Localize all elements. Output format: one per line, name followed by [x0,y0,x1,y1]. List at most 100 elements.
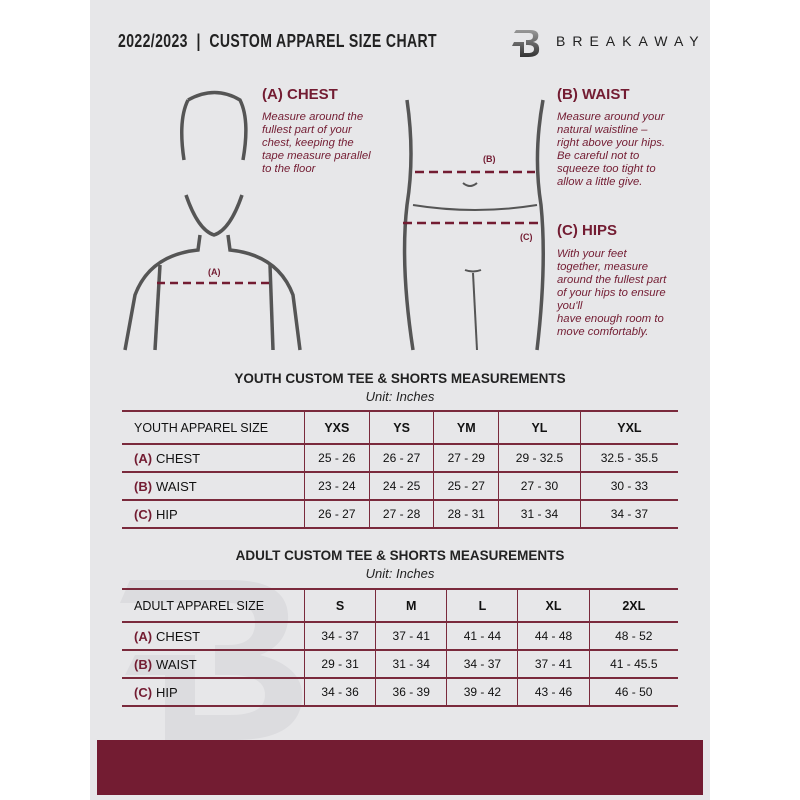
measurement-value: 41 - 44 [446,621,518,651]
measurement-value: 34 - 36 [303,677,376,707]
measurement-value: 30 - 33 [579,471,678,501]
measurement-value: 48 - 52 [588,621,678,651]
measurement-value: 31 - 34 [498,499,581,529]
table-header-row: YOUTH APPAREL SIZE YXS YS YM YL YXL [122,410,678,445]
measurement-value: 27 - 28 [368,499,434,529]
size-column-header: YXS [304,410,370,445]
measurement-name: CHEST [156,628,201,644]
description-line: chest, keeping the [262,137,354,149]
description-line: Be careful not to [557,150,640,162]
measurement-label-cell: (B) WAIST [122,649,305,679]
chest-heading: (A) CHEST [262,86,338,103]
measurement-label-cell: (A) CHEST [122,443,305,473]
size-column-header: YM [433,410,499,445]
youth-unit: Unit: Inches [365,389,435,404]
measurement-name: HIP [156,684,178,700]
size-column-header: YL [498,410,581,445]
size-column-header: YXL [579,410,678,445]
table-row: (C) HIP 26 - 27 27 - 28 28 - 31 31 - 34 34 - 3… [122,499,678,529]
lower-body-figure [402,99,545,351]
measurement-value: 28 - 31 [433,499,499,529]
size-column-header: YS [368,410,434,445]
adult-unit: Unit: Inches [365,566,435,581]
description-line: natural waistline – [557,124,648,136]
measurement-label-cell: (C) HIP [122,499,305,529]
measurement-value: 24 - 25 [368,471,434,501]
size-column-header: S [303,588,376,623]
adult-section-title: ADULT CUSTOM TEE & SHORTS MEASUREMENTS [235,548,565,563]
description-line: you'll [557,300,583,312]
measurement-code: (A) [134,450,153,466]
measurement-value: 26 - 27 [368,443,434,473]
footer-band [97,740,703,795]
measurement-value: 39 - 42 [446,677,518,707]
description-line: move comfortably. [557,326,649,338]
measurement-label-cell: (A) CHEST [122,621,305,651]
youth-size-table: YOUTH APPAREL SIZE YXS YS YM YL YXL (A) CHEST 25… [122,410,678,529]
measurement-value: 41 - 45.5 [588,649,678,679]
description-line: around the fullest part [557,274,667,286]
description-line: tape measure parallel [262,150,371,162]
table-row: (C) HIP 34 - 36 36 - 39 39 - 42 43 - 46 46 - 5… [122,677,678,707]
measurement-value: 44 - 48 [517,621,590,651]
page-title: 2022/2023 | CUSTOM APPAREL SIZE CHART [118,31,438,51]
table-row: (A) CHEST 25 - 26 26 - 27 27 - 29 29 - 32.5 32… [122,443,678,473]
chest-marker-label: (A) [208,267,221,277]
table-row: (B) WAIST 23 - 24 24 - 25 25 - 27 27 - 30 30 -… [122,471,678,501]
table-row: (A) CHEST 34 - 37 37 - 41 41 - 44 44 - 48 48 -… [122,621,678,651]
measurement-value: 34 - 37 [446,649,518,679]
measurement-value: 36 - 39 [375,677,447,707]
measurement-value: 26 - 27 [304,499,370,529]
measurement-name: HIP [156,506,178,522]
measurement-name: WAIST [156,656,197,672]
measurement-name: CHEST [156,450,201,466]
size-column-header: M [375,588,447,623]
measurement-value: 43 - 46 [517,677,590,707]
measurement-value: 37 - 41 [375,621,447,651]
measurement-value: 34 - 37 [579,499,678,529]
description-line: allow a little give. [557,176,643,188]
description-line: to the floor [262,163,316,175]
description-line: fullest part of your [262,124,352,136]
breakaway-logo-icon [512,30,540,57]
size-column-header: 2XL [588,588,678,623]
measurement-label-cell: (B) WAIST [122,471,305,501]
measurement-code: (B) [134,478,153,494]
description-line: squeeze too tight to [557,163,656,175]
measurement-value: 34 - 37 [303,621,376,651]
table-header-row: ADULT APPAREL SIZE S M L XL 2XL [122,588,678,623]
size-column-header: XL [517,588,590,623]
size-header-label: YOUTH APPAREL SIZE [122,410,305,445]
description-line: have enough room to [557,313,664,325]
size-column-header: L [446,588,518,623]
adult-size-table: ADULT APPAREL SIZE S M L XL 2XL (A) CHEST 34 - 3… [122,588,678,707]
youth-section-title: YOUTH CUSTOM TEE & SHORTS MEASUREMENTS [234,371,566,386]
description-line: together, measure [557,261,649,273]
table-row: (B) WAIST 29 - 31 31 - 34 34 - 37 37 - 41 41 -… [122,649,678,679]
description-line: Measure around the [262,111,364,123]
measurement-value: 25 - 26 [304,443,370,473]
measurement-value: 27 - 29 [433,443,499,473]
measurement-value: 25 - 27 [433,471,499,501]
chest-description: Measure around the fullest part of your ch… [262,111,371,176]
waist-heading: (B) WAIST [557,86,630,103]
measurement-code: (A) [134,628,153,644]
measurement-value: 29 - 31 [303,649,376,679]
size-header-label: ADULT APPAREL SIZE [122,588,305,623]
upper-body-figure [123,90,302,351]
hips-description: With your feet together, measure around th… [557,248,666,339]
measurement-code: (B) [134,656,153,672]
measurement-value: 29 - 32.5 [498,443,581,473]
measurement-value: 31 - 34 [375,649,447,679]
hips-heading: (C) HIPS [557,222,617,239]
measurement-value: 37 - 41 [517,649,590,679]
measurement-name: WAIST [156,478,197,494]
hips-marker-label: (C) [520,232,533,242]
measurement-value: 46 - 50 [588,677,678,707]
brand-name: BREAKAWAY [556,33,706,49]
description-line: of your hips to ensure [557,287,666,299]
waist-marker-label: (B) [483,154,496,164]
description-line: right above your hips. [557,137,666,149]
measurement-value: 27 - 30 [498,471,581,501]
measurement-value: 32.5 - 35.5 [579,443,678,473]
